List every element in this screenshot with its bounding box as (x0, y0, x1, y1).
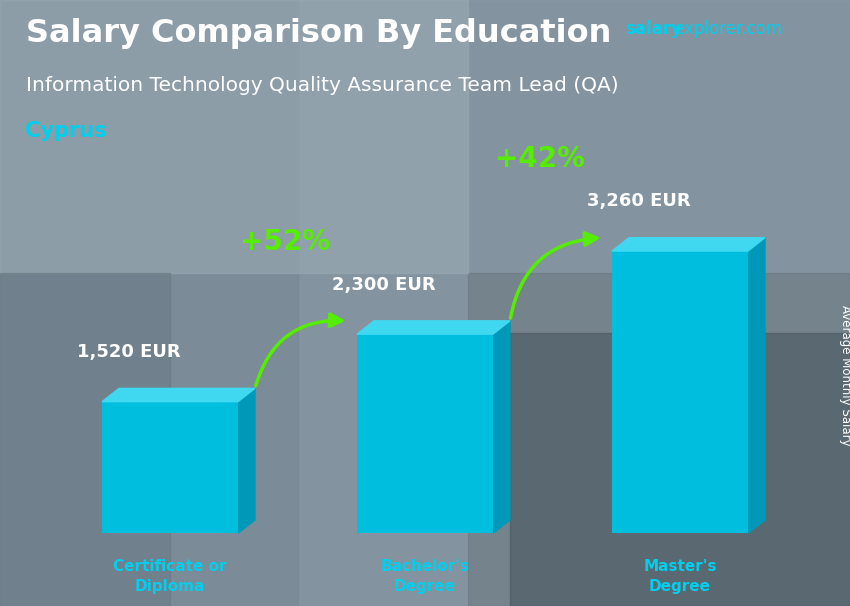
Polygon shape (238, 388, 255, 533)
Text: 2,300 EUR: 2,300 EUR (332, 276, 436, 293)
Text: salary: salary (625, 20, 682, 38)
Bar (0, 0, 298, 606)
Bar (510, 333, 850, 606)
FancyBboxPatch shape (357, 334, 493, 533)
Text: +42%: +42% (495, 145, 585, 173)
Text: Certificate or
Diploma: Certificate or Diploma (113, 559, 227, 594)
Text: explorer.com: explorer.com (674, 20, 782, 38)
Text: Bachelor's
Degree: Bachelor's Degree (381, 559, 469, 594)
Polygon shape (102, 388, 255, 402)
Bar (468, 273, 850, 606)
FancyBboxPatch shape (612, 251, 748, 533)
Text: Salary Comparison By Education: Salary Comparison By Education (26, 18, 611, 49)
Polygon shape (357, 321, 510, 334)
Text: Cyprus: Cyprus (26, 121, 107, 141)
Polygon shape (493, 321, 510, 533)
Bar (0, 273, 170, 606)
Polygon shape (612, 238, 765, 251)
Text: 3,260 EUR: 3,260 EUR (587, 193, 691, 210)
Polygon shape (748, 238, 765, 533)
Text: Information Technology Quality Assurance Team Lead (QA): Information Technology Quality Assurance… (26, 76, 618, 95)
FancyBboxPatch shape (102, 402, 238, 533)
Bar (0, 0, 468, 273)
Text: 1,520 EUR: 1,520 EUR (77, 343, 181, 361)
Text: Master's
Degree: Master's Degree (643, 559, 717, 594)
Text: Average Monthly Salary: Average Monthly Salary (839, 305, 850, 446)
Text: +52%: +52% (240, 228, 330, 256)
